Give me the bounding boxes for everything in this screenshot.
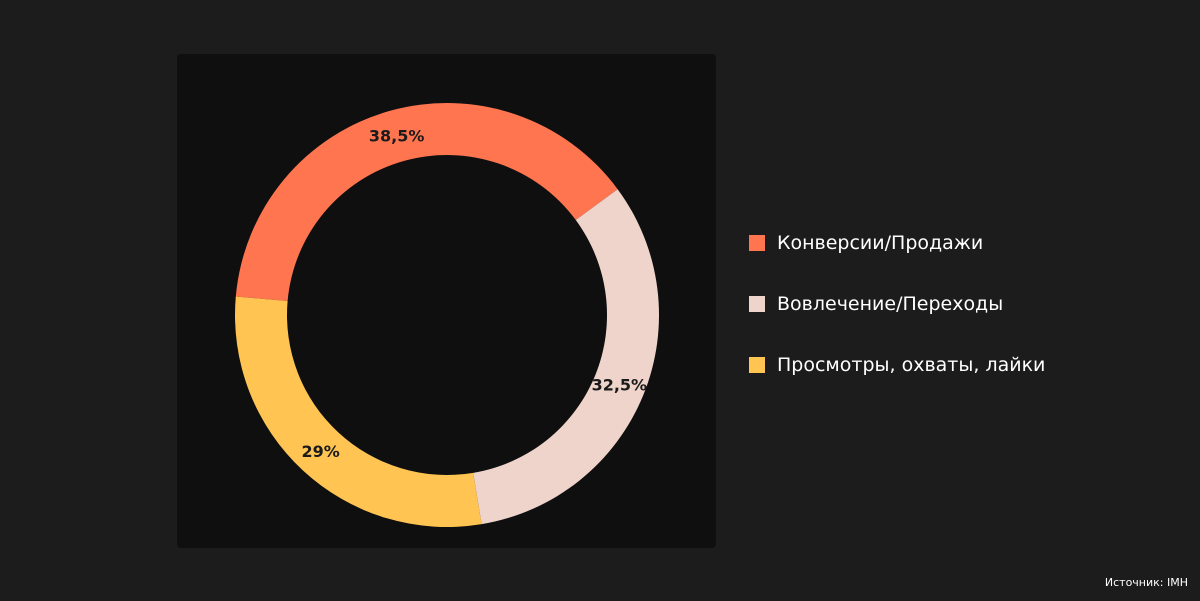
- legend-swatch-engagement: [749, 296, 765, 312]
- legend-label-conversions: Конверсии/Продажи: [777, 232, 984, 254]
- donut-slice-views: [235, 296, 482, 527]
- legend-label-engagement: Вовлечение/Переходы: [777, 293, 1004, 315]
- legend-swatch-views: [749, 357, 765, 373]
- slice-label-engagement: 32,5%: [592, 375, 648, 394]
- chart-panel: 38,5% 32,5% 29%: [177, 54, 716, 548]
- donut-chart: 38,5% 32,5% 29%: [235, 102, 660, 527]
- legend-item-conversions: Конверсии/Продажи: [749, 226, 1045, 260]
- donut-slice-conversions: [235, 102, 618, 302]
- donut-slice-engagement: [473, 189, 660, 525]
- source-note: Источник: IMH: [1104, 576, 1188, 589]
- slice-label-conversions: 38,5%: [369, 126, 425, 145]
- chart-legend: Конверсии/Продажи Вовлечение/Переходы Пр…: [749, 226, 1045, 409]
- legend-swatch-conversions: [749, 235, 765, 251]
- legend-item-views: Просмотры, охваты, лайки: [749, 348, 1045, 382]
- slice-label-views: 29%: [301, 442, 339, 461]
- legend-label-views: Просмотры, охваты, лайки: [777, 354, 1046, 376]
- legend-item-engagement: Вовлечение/Переходы: [749, 287, 1045, 321]
